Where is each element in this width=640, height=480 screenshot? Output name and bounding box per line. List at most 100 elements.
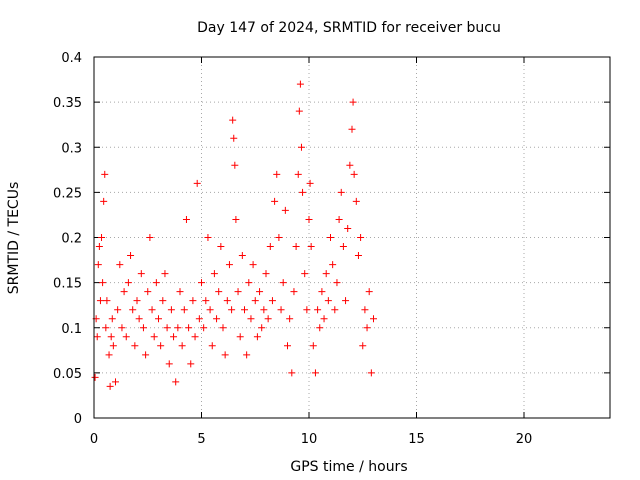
- data-point: [185, 324, 193, 332]
- data-point: [94, 261, 102, 269]
- data-point: [349, 98, 357, 106]
- data-point: [170, 333, 178, 341]
- data-point: [200, 324, 208, 332]
- data-point: [342, 297, 350, 305]
- data-point: [297, 143, 305, 151]
- data-point: [359, 342, 367, 350]
- data-point: [303, 306, 311, 314]
- data-point: [107, 333, 115, 341]
- data-point: [307, 243, 315, 251]
- data-point: [357, 234, 365, 241]
- data-point: [135, 315, 143, 323]
- data-point: [93, 333, 101, 341]
- data-point: [122, 333, 130, 341]
- data-point: [176, 288, 184, 296]
- data-point: [198, 279, 205, 287]
- data-point: [215, 288, 223, 296]
- y-tick-label: 0.15: [53, 277, 82, 292]
- data-point: [163, 324, 171, 332]
- y-tick-label: 0.25: [53, 186, 82, 201]
- data-point: [299, 188, 307, 196]
- data-point: [245, 279, 253, 287]
- data-point: [279, 279, 287, 287]
- data-point: [266, 243, 274, 251]
- data-point: [296, 80, 304, 88]
- data-point: [206, 306, 214, 314]
- data-point: [193, 179, 201, 187]
- data-point: [159, 297, 167, 305]
- data-point: [142, 351, 150, 359]
- data-point: [120, 288, 128, 296]
- data-point: [290, 288, 298, 296]
- data-point: [232, 215, 240, 223]
- data-point: [320, 315, 328, 323]
- data-point: [236, 333, 244, 341]
- data-point: [352, 197, 360, 205]
- data-point: [311, 369, 319, 377]
- data-point: [96, 297, 104, 305]
- x-tick-label: 0: [90, 432, 98, 447]
- data-point: [189, 297, 197, 305]
- x-tick-label: 10: [301, 432, 318, 447]
- data-point: [294, 170, 302, 178]
- data-point: [348, 125, 356, 133]
- data-point: [350, 170, 358, 178]
- x-axis-label: GPS time / hours: [290, 459, 407, 475]
- data-point: [295, 107, 303, 115]
- y-tick-label: 0.35: [53, 96, 82, 111]
- data-point: [365, 288, 373, 296]
- data-point: [219, 324, 227, 332]
- data-point: [361, 306, 369, 314]
- data-point: [91, 373, 99, 381]
- data-point: [253, 333, 261, 341]
- data-point: [182, 215, 190, 223]
- data-point: [157, 342, 165, 350]
- data-point: [288, 369, 296, 377]
- y-tick-label: 0.05: [53, 367, 82, 382]
- data-point: [249, 261, 257, 269]
- data-point: [112, 378, 119, 386]
- data-point: [187, 360, 195, 368]
- data-point: [354, 252, 362, 260]
- data-point: [337, 188, 345, 196]
- data-point: [331, 306, 339, 314]
- data-point: [167, 306, 175, 314]
- data-point: [102, 324, 110, 332]
- data-point: [335, 215, 343, 223]
- data-point: [165, 360, 173, 368]
- data-point: [316, 324, 324, 332]
- data-point: [251, 297, 259, 305]
- data-point: [339, 243, 347, 251]
- x-tick-label: 5: [197, 432, 205, 447]
- data-point: [195, 315, 203, 323]
- data-point: [234, 288, 242, 296]
- data-point: [191, 333, 199, 341]
- data-point: [370, 315, 377, 323]
- data-point: [144, 288, 152, 296]
- plot-frame: [93, 56, 611, 419]
- data-point: [103, 297, 111, 305]
- data-point: [99, 279, 107, 287]
- data-point: [161, 270, 169, 278]
- data-point: [174, 324, 182, 332]
- data-point: [314, 306, 322, 314]
- data-point: [202, 297, 210, 305]
- data-point: [324, 297, 332, 305]
- data-point: [230, 134, 238, 142]
- y-axis-tick-labels: 0 0.05 0.1 0.15 0.2 0.25 0.3 0.35 0.4: [53, 51, 82, 427]
- data-point: [217, 243, 225, 251]
- data-point: [109, 342, 117, 350]
- data-point: [247, 315, 255, 323]
- data-point: [178, 342, 186, 350]
- data-point: [271, 197, 279, 205]
- x-tick-label: 20: [516, 432, 533, 447]
- data-point: [243, 351, 251, 359]
- y-tick-label: 0.1: [61, 322, 82, 337]
- data-point: [275, 234, 283, 241]
- data-point: [114, 306, 122, 314]
- data-point: [223, 297, 231, 305]
- data-point: [213, 315, 221, 323]
- data-point: [333, 279, 341, 287]
- data-point: [306, 179, 314, 187]
- data-point: [127, 252, 135, 260]
